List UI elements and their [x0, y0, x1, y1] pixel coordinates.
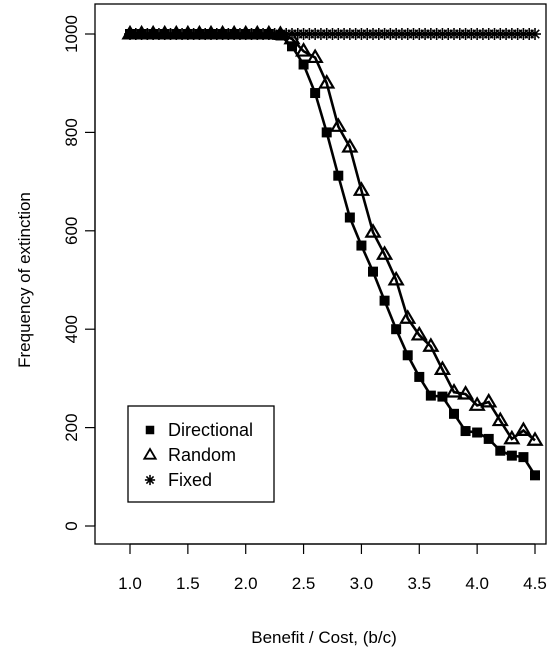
- x-tick-label: 1.0: [118, 574, 142, 593]
- directional-point: [159, 29, 170, 39]
- directional-point: [252, 29, 263, 39]
- y-tick-label: 200: [62, 413, 81, 441]
- directional-point: [518, 452, 529, 463]
- directional-point: [229, 29, 240, 39]
- y-tick-label: 1000: [62, 15, 81, 53]
- directional-point: [136, 29, 147, 39]
- random-point: [514, 421, 532, 436]
- random-point: [376, 245, 394, 260]
- random-point: [491, 411, 509, 427]
- directional-point: [391, 324, 402, 335]
- x-axis-title: Benefit / Cost, (b/c): [251, 628, 397, 647]
- directional-point: [275, 30, 286, 41]
- random-point: [352, 181, 370, 196]
- directional-point: [148, 29, 159, 39]
- series-directional: [125, 29, 540, 481]
- directional-point: [240, 29, 251, 39]
- random-point: [526, 431, 544, 446]
- random-point: [410, 325, 428, 341]
- directional-point: [182, 29, 193, 39]
- y-tick-label: 800: [62, 118, 81, 146]
- random-line: [130, 32, 536, 442]
- directional-point: [483, 433, 494, 444]
- y-axis-title: Frequency of extinction: [15, 192, 34, 368]
- directional-point: [425, 390, 436, 401]
- fixed-point: [529, 28, 541, 40]
- random-point: [318, 74, 336, 89]
- x-tick-label: 3.5: [407, 574, 431, 593]
- directional-point: [298, 59, 309, 70]
- y-tick-label: 0: [62, 521, 81, 530]
- legend: Directional Random Fixed: [127, 405, 275, 503]
- random-point: [387, 270, 405, 286]
- directional-point: [368, 266, 378, 277]
- random-point: [306, 48, 324, 64]
- random-point: [503, 429, 521, 445]
- random-point: [329, 117, 347, 132]
- directional-point: [414, 371, 425, 382]
- directional-point: [506, 450, 517, 461]
- random-point: [364, 223, 382, 238]
- random-point: [468, 396, 486, 411]
- random-point: [480, 392, 498, 408]
- legend-label-random: Random: [168, 445, 236, 465]
- y-tick-label: 400: [62, 315, 81, 343]
- directional-point: [460, 426, 471, 437]
- directional-point: [379, 295, 390, 306]
- legend-marker-random: [142, 447, 158, 460]
- x-tick-label: 1.5: [176, 574, 200, 593]
- directional-point: [287, 41, 297, 52]
- random-point: [457, 384, 475, 400]
- legend-label-directional: Directional: [168, 420, 253, 440]
- directional-point: [344, 212, 355, 223]
- x-tick-label: 2.0: [234, 574, 258, 593]
- directional-point: [206, 29, 216, 39]
- directional-point: [263, 29, 274, 39]
- directional-point: [171, 29, 182, 39]
- directional-point: [356, 240, 367, 251]
- directional-point: [333, 170, 344, 181]
- directional-point: [125, 29, 135, 39]
- directional-point: [449, 408, 459, 419]
- legend-label-fixed: Fixed: [168, 470, 212, 490]
- directional-point: [321, 127, 332, 138]
- directional-point: [194, 29, 205, 39]
- x-tick-label: 4.5: [523, 574, 547, 593]
- directional-point: [437, 391, 448, 402]
- y-tick-label: 600: [62, 217, 81, 245]
- directional-point: [217, 29, 228, 39]
- x-tick-label: 2.5: [292, 574, 316, 593]
- random-point: [399, 309, 417, 324]
- random-point: [433, 360, 451, 375]
- legend-marker-fixed: [144, 474, 156, 486]
- random-point: [295, 42, 313, 57]
- directional-point: [495, 445, 506, 456]
- x-tick-label: 4.0: [465, 574, 489, 593]
- series-layer: [121, 24, 544, 481]
- directional-point: [310, 88, 321, 99]
- legend-marker-directional: [145, 425, 155, 435]
- random-point: [422, 337, 440, 352]
- directional-point: [402, 350, 413, 361]
- series-random: [121, 24, 544, 446]
- x-tick-label: 3.0: [350, 574, 374, 593]
- x-axis: 1.0 1.5 2.0 2.5 3.0 3.5 4.0 4.5: [118, 543, 547, 593]
- directional-point: [472, 427, 483, 438]
- random-point: [445, 383, 463, 398]
- random-point: [341, 137, 359, 153]
- directional-point: [530, 470, 540, 481]
- y-axis: 0 200 400 600 800 1000: [62, 15, 96, 531]
